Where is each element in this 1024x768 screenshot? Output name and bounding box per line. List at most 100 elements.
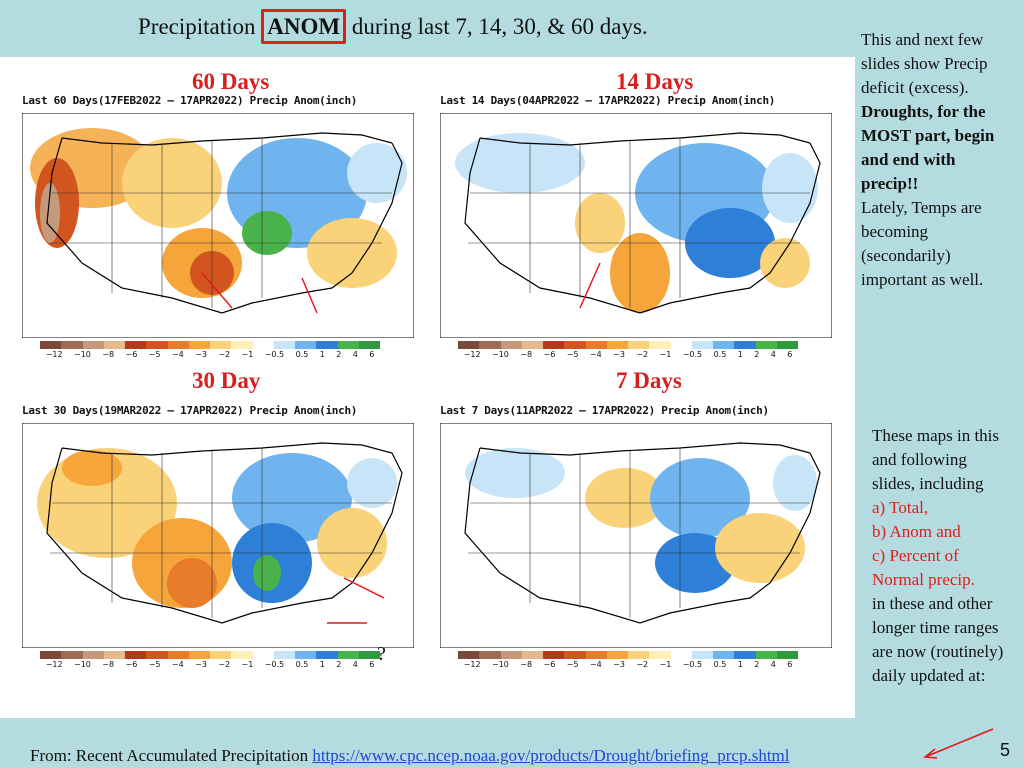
colorbar-swatch <box>543 341 565 349</box>
footer-source-link[interactable]: https://www.cpc.ncep.noaa.gov/products/D… <box>312 746 790 765</box>
colorbar-tick-label: −8 <box>520 660 533 669</box>
colorbar-tick-label: 2 <box>754 660 760 669</box>
colorbar-tick-label: −3 <box>195 350 207 359</box>
colorbar-swatches <box>458 651 798 659</box>
colorbar-swatch <box>649 341 671 349</box>
slide-title: Precipitation ANOM during last 7, 14, 30… <box>138 9 648 44</box>
colorbar-tick-label: −1 <box>241 660 254 669</box>
colorbar-tick-label: 4 <box>352 660 358 669</box>
colorbar-swatch <box>755 651 777 659</box>
map-label-30: 30 Day <box>192 368 261 393</box>
colorbar-tick-label: −1 <box>659 350 672 359</box>
colorbar-swatches <box>458 341 798 349</box>
colorbar-swatch <box>713 651 735 659</box>
colorbar-tick-label: −6 <box>125 350 138 359</box>
colorbar-swatches <box>40 341 380 349</box>
map-label-7: 7 Days <box>616 368 682 393</box>
map-60-days: Last 60 Days(17FEB2022 – 17APR2022) Prec… <box>22 94 432 342</box>
colorbar-tick-label: 2 <box>336 660 342 669</box>
colorbar-swatch <box>479 651 501 659</box>
map-caption: Last 7 Days(11APR2022 – 17APR2022) Preci… <box>440 404 769 417</box>
colorbar-swatch <box>61 341 83 349</box>
colorbar-tick-label: −10 <box>492 660 509 669</box>
side-note-temps: Lately, Temps are becoming (secondarily)… <box>861 198 984 289</box>
colorbar-swatch <box>188 341 210 349</box>
colorbar-swatch <box>606 341 628 349</box>
colorbar-swatch <box>691 341 713 349</box>
colorbar-tick-label: −2 <box>636 350 649 359</box>
colorbar-swatch <box>628 651 650 659</box>
colorbar-swatch <box>316 341 338 349</box>
colorbar-tick-label: −4 <box>589 660 602 669</box>
colorbar-tick-label: 6 <box>787 660 793 669</box>
colorbar-7: −12 −10 −8 −6 −5 −4 −3 −2 −1 −0.5 0.5 1 2 4 6 <box>458 651 798 671</box>
precip-anomaly-map <box>440 423 832 648</box>
colorbar-swatch <box>670 341 692 349</box>
side-note-emphasis: Droughts, for the MOST part, begin and e… <box>861 102 995 193</box>
colorbar-swatch <box>316 651 338 659</box>
colorbar-tick-label: −8 <box>102 350 115 359</box>
colorbar-tick-label: −1 <box>241 350 254 359</box>
footer-source: From: Recent Accumulated Precipitation h… <box>30 746 790 766</box>
colorbar-tick-label: −4 <box>171 660 184 669</box>
precip-anomaly-map <box>22 423 414 648</box>
colorbar-swatch <box>500 651 522 659</box>
colorbar-swatch <box>358 651 380 659</box>
side-note-intro: This and next few slides show Precip def… <box>861 30 988 97</box>
colorbar-tick-label: −0.5 <box>682 350 703 359</box>
colorbar-swatch <box>585 651 607 659</box>
colorbar-swatch <box>776 651 798 659</box>
colorbar-tick-label: 6 <box>369 660 375 669</box>
colorbar-tick-label: −2 <box>636 660 649 669</box>
map-label-60: 60 Days <box>192 69 270 94</box>
map-14-days: Last 14 Days(04APR2022 – 17APR2022) Prec… <box>440 94 850 342</box>
colorbar-swatch <box>125 341 147 349</box>
colorbar-swatch <box>606 651 628 659</box>
map-label-14: 14 Days <box>616 69 694 94</box>
side-note-maps-intro: These maps in this and following slides,… <box>872 426 1000 493</box>
colorbar-tick-label: −2 <box>218 660 231 669</box>
colorbar-tick-label: 6 <box>369 350 375 359</box>
colorbar-swatch <box>125 651 147 659</box>
side-note-item-b: b) Anom and <box>872 522 961 541</box>
colorbar-tick-label: −5 <box>148 660 161 669</box>
colorbar-tick-label: −1 <box>659 660 672 669</box>
colorbar-tick-label: 0.5 <box>295 350 309 359</box>
colorbar-tick-label: −5 <box>566 660 579 669</box>
colorbar-swatch <box>521 651 543 659</box>
colorbar-tick-label: −3 <box>613 660 625 669</box>
colorbar-swatch <box>61 651 83 659</box>
title-suffix: during last 7, 14, 30, & 60 days. <box>346 14 648 39</box>
colorbar-tick-label: −6 <box>125 660 138 669</box>
colorbar-tick-label: −10 <box>74 660 91 669</box>
colorbar-tick-label: 0.5 <box>295 660 309 669</box>
colorbar-ticks: −12 −10 −8 −6 −5 −4 −3 −2 −1 −0.5 0.5 1 2 4 6 <box>40 350 380 360</box>
colorbar-swatch <box>479 341 501 349</box>
colorbar-swatch <box>358 341 380 349</box>
colorbar-swatch <box>231 651 253 659</box>
colorbar-swatch <box>273 651 295 659</box>
colorbar-tick-label: −3 <box>195 660 207 669</box>
colorbar-swatch <box>40 341 62 349</box>
colorbar-30: −12 −10 −8 −6 −5 −4 −3 −2 −1 −0.5 0.5 1 2 4 6 <box>40 651 380 671</box>
colorbar-tick-label: −8 <box>102 660 115 669</box>
title-prefix: Precipitation <box>138 14 262 39</box>
colorbar-swatch <box>755 341 777 349</box>
precip-anomaly-map <box>440 113 832 338</box>
colorbar-swatch <box>585 341 607 349</box>
colorbar-tick-label: −0.5 <box>682 660 703 669</box>
maps-panel: 60 Days 14 Days 30 Day 7 Days Last 60 Da… <box>0 57 855 718</box>
colorbar-swatch <box>670 651 692 659</box>
precip-anomaly-map <box>22 113 414 338</box>
colorbar-swatch <box>734 651 756 659</box>
question-mark: ? <box>377 643 386 665</box>
colorbar-swatch <box>40 651 62 659</box>
colorbar-swatch <box>167 341 189 349</box>
colorbar-60: −12 −10 −8 −6 −5 −4 −3 −2 −1 −0.5 0.5 1 2 4 6 <box>40 341 380 361</box>
colorbar-swatch <box>564 341 586 349</box>
map-caption: Last 60 Days(17FEB2022 – 17APR2022) Prec… <box>22 94 358 107</box>
colorbar-tick-label: 0.5 <box>713 350 727 359</box>
colorbar-swatch <box>628 341 650 349</box>
colorbar-swatch <box>337 341 359 349</box>
colorbar-swatch <box>231 341 253 349</box>
